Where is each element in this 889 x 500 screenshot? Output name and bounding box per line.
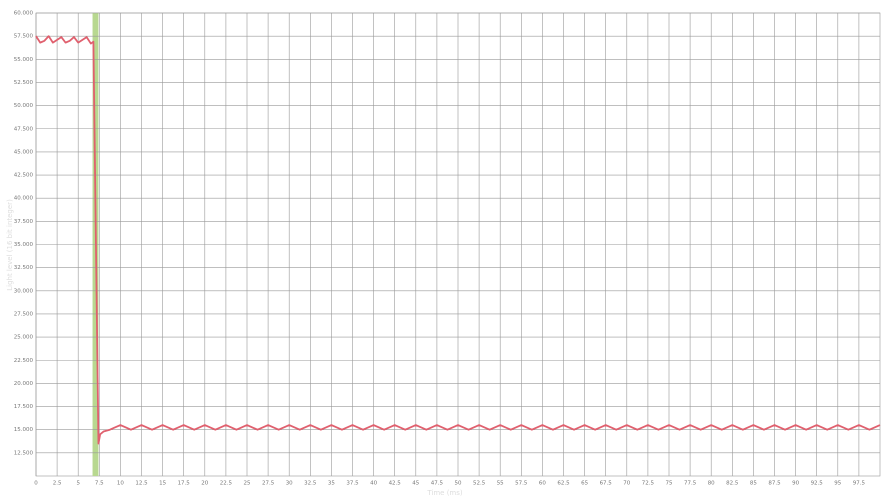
x-tick-label: 62.5 — [557, 481, 570, 487]
y-tick-label: 22.500 — [14, 358, 34, 364]
x-tick-label: 87.5 — [768, 481, 781, 487]
x-tick-label: 35 — [328, 481, 335, 487]
x-tick-label: 55 — [497, 481, 504, 487]
x-tick-label: 77.5 — [684, 481, 697, 487]
y-tick-label: 52.500 — [14, 80, 34, 86]
y-tick-label: 12.500 — [14, 450, 34, 456]
x-tick-label: 95 — [834, 481, 841, 487]
x-tick-label: 90 — [792, 481, 799, 487]
x-tick-label: 32.5 — [304, 481, 317, 487]
x-tick-label: 60 — [539, 481, 546, 487]
x-tick-label: 92.5 — [811, 481, 824, 487]
y-tick-label: 25.000 — [14, 335, 34, 341]
x-tick-label: 15 — [159, 481, 166, 487]
y-tick-label: 40.000 — [14, 196, 34, 202]
x-tick-label: 42.5 — [389, 481, 402, 487]
x-tick-label: 7.5 — [95, 481, 104, 487]
x-tick-label: 37.5 — [346, 481, 359, 487]
x-tick-label: 22.5 — [220, 481, 233, 487]
x-tick-label: 25 — [244, 481, 251, 487]
x-tick-label: 45 — [412, 481, 419, 487]
y-axis-title: Light level (16 bit integer) — [6, 199, 14, 291]
x-tick-label: 97.5 — [853, 481, 866, 487]
x-tick-label: 30 — [286, 481, 293, 487]
y-tick-label: 50.000 — [14, 103, 34, 109]
x-tick-label: 82.5 — [726, 481, 739, 487]
y-tick-label: 42.500 — [14, 173, 34, 179]
y-tick-label: 60.000 — [14, 11, 34, 17]
x-tick-label: 10 — [117, 481, 124, 487]
y-tick-label: 57.500 — [14, 34, 34, 40]
x-tick-label: 2.5 — [53, 481, 62, 487]
x-tick-label: 17.5 — [178, 481, 191, 487]
x-tick-label: 67.5 — [600, 481, 613, 487]
x-axis-title: Time (ms) — [426, 489, 463, 497]
y-tick-label: 15.000 — [14, 427, 34, 433]
y-tick-label: 17.500 — [14, 404, 34, 410]
y-tick-label: 45.000 — [14, 149, 34, 155]
x-tick-label: 57.5 — [515, 481, 528, 487]
x-tick-label: 47.5 — [431, 481, 444, 487]
x-tick-label: 75 — [666, 481, 673, 487]
x-tick-label: 0 — [34, 481, 38, 487]
y-tick-label: 27.500 — [14, 311, 34, 317]
x-tick-label: 5 — [76, 481, 80, 487]
x-tick-label: 85 — [750, 481, 757, 487]
y-tick-label: 37.500 — [14, 219, 34, 225]
x-tick-label: 72.5 — [642, 481, 655, 487]
x-tick-label: 40 — [370, 481, 377, 487]
x-tick-label: 20 — [201, 481, 208, 487]
y-tick-label: 55.000 — [14, 57, 34, 63]
x-tick-label: 27.5 — [262, 481, 275, 487]
x-tick-label: 70 — [623, 481, 630, 487]
x-tick-label: 12.5 — [135, 481, 148, 487]
x-tick-label: 65 — [581, 481, 588, 487]
data-line — [35, 35, 881, 445]
y-tick-label: 30.000 — [14, 288, 34, 294]
y-tick-label: 47.500 — [14, 126, 34, 132]
y-tick-label: 20.000 — [14, 381, 34, 387]
y-tick-label: 35.000 — [14, 242, 34, 248]
x-tick-label: 80 — [708, 481, 715, 487]
x-tick-label: 50 — [455, 481, 462, 487]
y-tick-label: 32.500 — [14, 265, 34, 271]
x-tick-label: 52.5 — [473, 481, 486, 487]
